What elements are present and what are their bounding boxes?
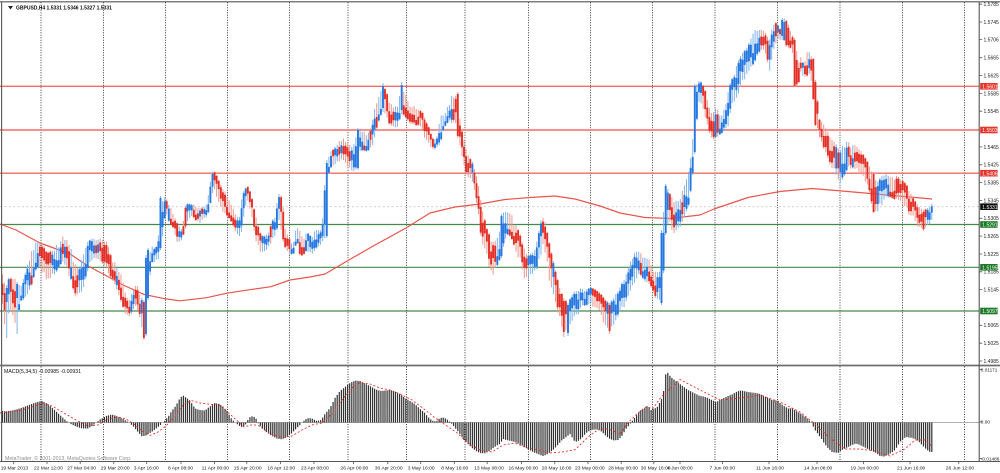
svg-text:1.5291: 1.5291 (982, 223, 998, 229)
svg-text:19 Jun 00:00: 19 Jun 00:00 (851, 466, 880, 472)
svg-text:1.5745: 1.5745 (984, 20, 1000, 26)
svg-text:3 Apr 16:00: 3 Apr 16:00 (134, 466, 159, 472)
svg-text:1.5385: 1.5385 (984, 181, 1000, 187)
svg-text:13 May 08:00: 13 May 08:00 (474, 466, 504, 472)
svg-text:1.5225: 1.5225 (984, 252, 1000, 258)
svg-text:14 Jun 08:00: 14 Jun 08:00 (804, 466, 833, 472)
svg-text:1.5345: 1.5345 (984, 198, 1000, 204)
svg-text:1.5025: 1.5025 (984, 341, 1000, 347)
svg-text:1.5265: 1.5265 (984, 234, 1000, 240)
svg-text:11 Apr 00:00: 11 Apr 00:00 (202, 466, 230, 472)
svg-text:26 Apr 00:00: 26 Apr 00:00 (341, 466, 369, 472)
svg-text:19 Mar 2013: 19 Mar 2013 (1, 466, 29, 472)
svg-text:30 May 16:00: 30 May 16:00 (641, 466, 671, 472)
svg-text:8 May 16:00: 8 May 16:00 (441, 466, 468, 472)
svg-text:1.4985: 1.4985 (984, 359, 1000, 365)
svg-text:1.5545: 1.5545 (984, 109, 1000, 115)
svg-text:GBPUSD,H4 1.5331 1.5346 1.532: GBPUSD,H4 1.5331 1.5346 1.5327 1.5331 (16, 6, 112, 12)
svg-text:1.5195: 1.5195 (982, 265, 998, 271)
svg-text:22 Mar 12:00: 22 Mar 12:00 (34, 466, 63, 472)
svg-text:0.01171: 0.01171 (981, 367, 998, 372)
svg-text:16 May 00:00: 16 May 00:00 (509, 466, 539, 472)
svg-text:1.5305: 1.5305 (984, 216, 1000, 222)
svg-text:30 Apr 20:00: 30 Apr 20:00 (375, 466, 403, 472)
svg-text:1.5585: 1.5585 (984, 91, 1000, 97)
svg-text:MACD(5,34,5) -0.00985 -0.00931: MACD(5,34,5) -0.00985 -0.00931 (4, 369, 81, 375)
svg-text:23 May 08:00: 23 May 08:00 (575, 466, 605, 472)
svg-text:1.5065: 1.5065 (984, 323, 1000, 329)
svg-text:1.5706: 1.5706 (984, 37, 1000, 43)
svg-text:18 Apr 12:00: 18 Apr 12:00 (267, 466, 295, 472)
svg-text:21 Jun 16:00: 21 Jun 16:00 (897, 466, 926, 472)
svg-text:-0.01486: -0.01486 (981, 456, 1000, 461)
svg-text:1.5503: 1.5503 (982, 128, 998, 134)
svg-text:1.5665: 1.5665 (984, 56, 1000, 62)
svg-text:15 Apr 20:00: 15 Apr 20:00 (234, 466, 262, 472)
svg-text:1.5425: 1.5425 (984, 163, 1000, 169)
svg-text:8 Apr 08:00: 8 Apr 08:00 (168, 466, 193, 472)
svg-text:29 Mar 20:00: 29 Mar 20:00 (101, 466, 130, 472)
svg-text:3 May 16:00: 3 May 16:00 (408, 466, 435, 472)
svg-text:27 Mar 04:00: 27 Mar 04:00 (67, 466, 96, 472)
svg-text:4 Jun 08:00: 4 Jun 08:00 (667, 466, 693, 472)
svg-text:0.00: 0.00 (981, 420, 991, 425)
svg-text:7 Jun 00:00: 7 Jun 00:00 (710, 466, 736, 472)
svg-text:23 Apr 08:00: 23 Apr 08:00 (301, 466, 329, 472)
svg-text:1.5785: 1.5785 (984, 2, 1000, 8)
svg-text:28 May 00:00: 28 May 00:00 (608, 466, 638, 472)
svg-text:MetaTrader, © 2001-2013, MetaQ: MetaTrader, © 2001-2013, MetaQuotes Soft… (5, 455, 131, 462)
svg-text:1.5331: 1.5331 (982, 205, 998, 211)
svg-text:26 Jun 12:00: 26 Jun 12:00 (946, 466, 975, 472)
svg-text:11 Jun 16:00: 11 Jun 16:00 (756, 466, 784, 472)
svg-text:1.5097: 1.5097 (982, 309, 998, 315)
svg-text:1.5465: 1.5465 (984, 145, 1000, 151)
svg-text:1.5185: 1.5185 (984, 270, 1000, 276)
svg-text:1.5601: 1.5601 (982, 84, 998, 90)
svg-text:1.5145: 1.5145 (984, 288, 1000, 294)
svg-text:1.5406: 1.5406 (982, 171, 998, 177)
svg-text:1.5625: 1.5625 (984, 74, 1000, 80)
svg-text:20 May 16:00: 20 May 16:00 (542, 466, 572, 472)
